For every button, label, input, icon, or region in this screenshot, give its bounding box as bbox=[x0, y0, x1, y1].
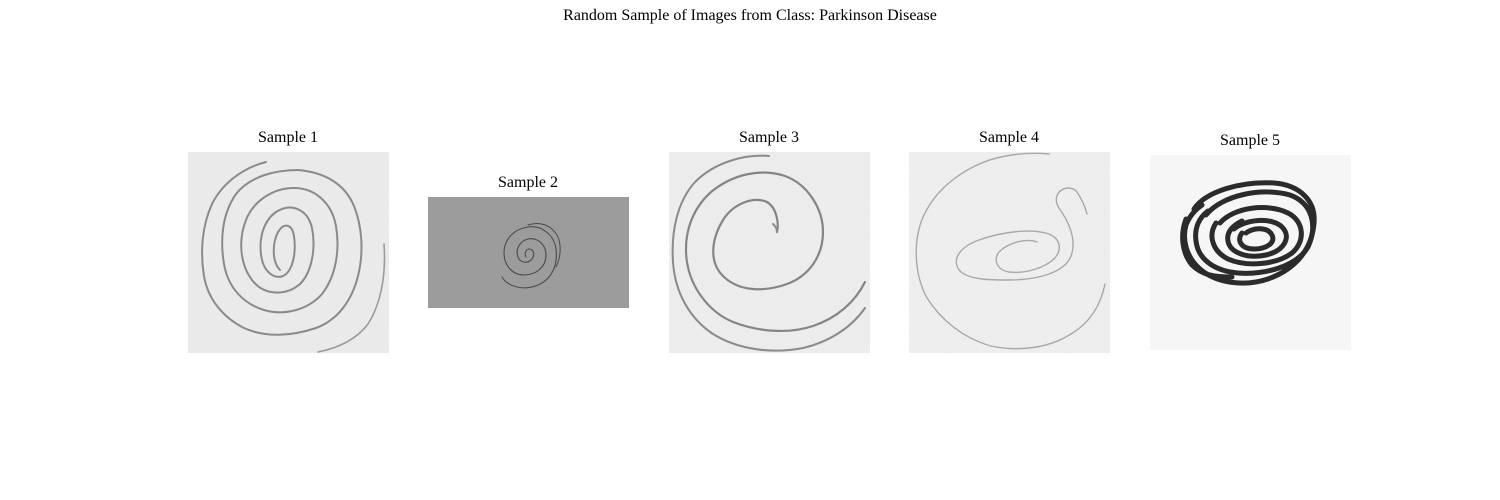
sample-3-title: Sample 3 bbox=[739, 129, 799, 146]
figure-title: Random Sample of Images from Class: Park… bbox=[563, 7, 937, 24]
sample-2-image bbox=[428, 197, 629, 308]
sample-3-image bbox=[669, 152, 870, 353]
sample-5-title: Sample 5 bbox=[1220, 132, 1280, 149]
sample-4-title: Sample 4 bbox=[979, 129, 1039, 146]
sample-2-title: Sample 2 bbox=[498, 174, 558, 191]
sample-1-title: Sample 1 bbox=[258, 129, 318, 146]
sample-5-image bbox=[1150, 155, 1351, 350]
sample-4-image bbox=[909, 152, 1110, 353]
sample-1-image bbox=[188, 152, 389, 353]
